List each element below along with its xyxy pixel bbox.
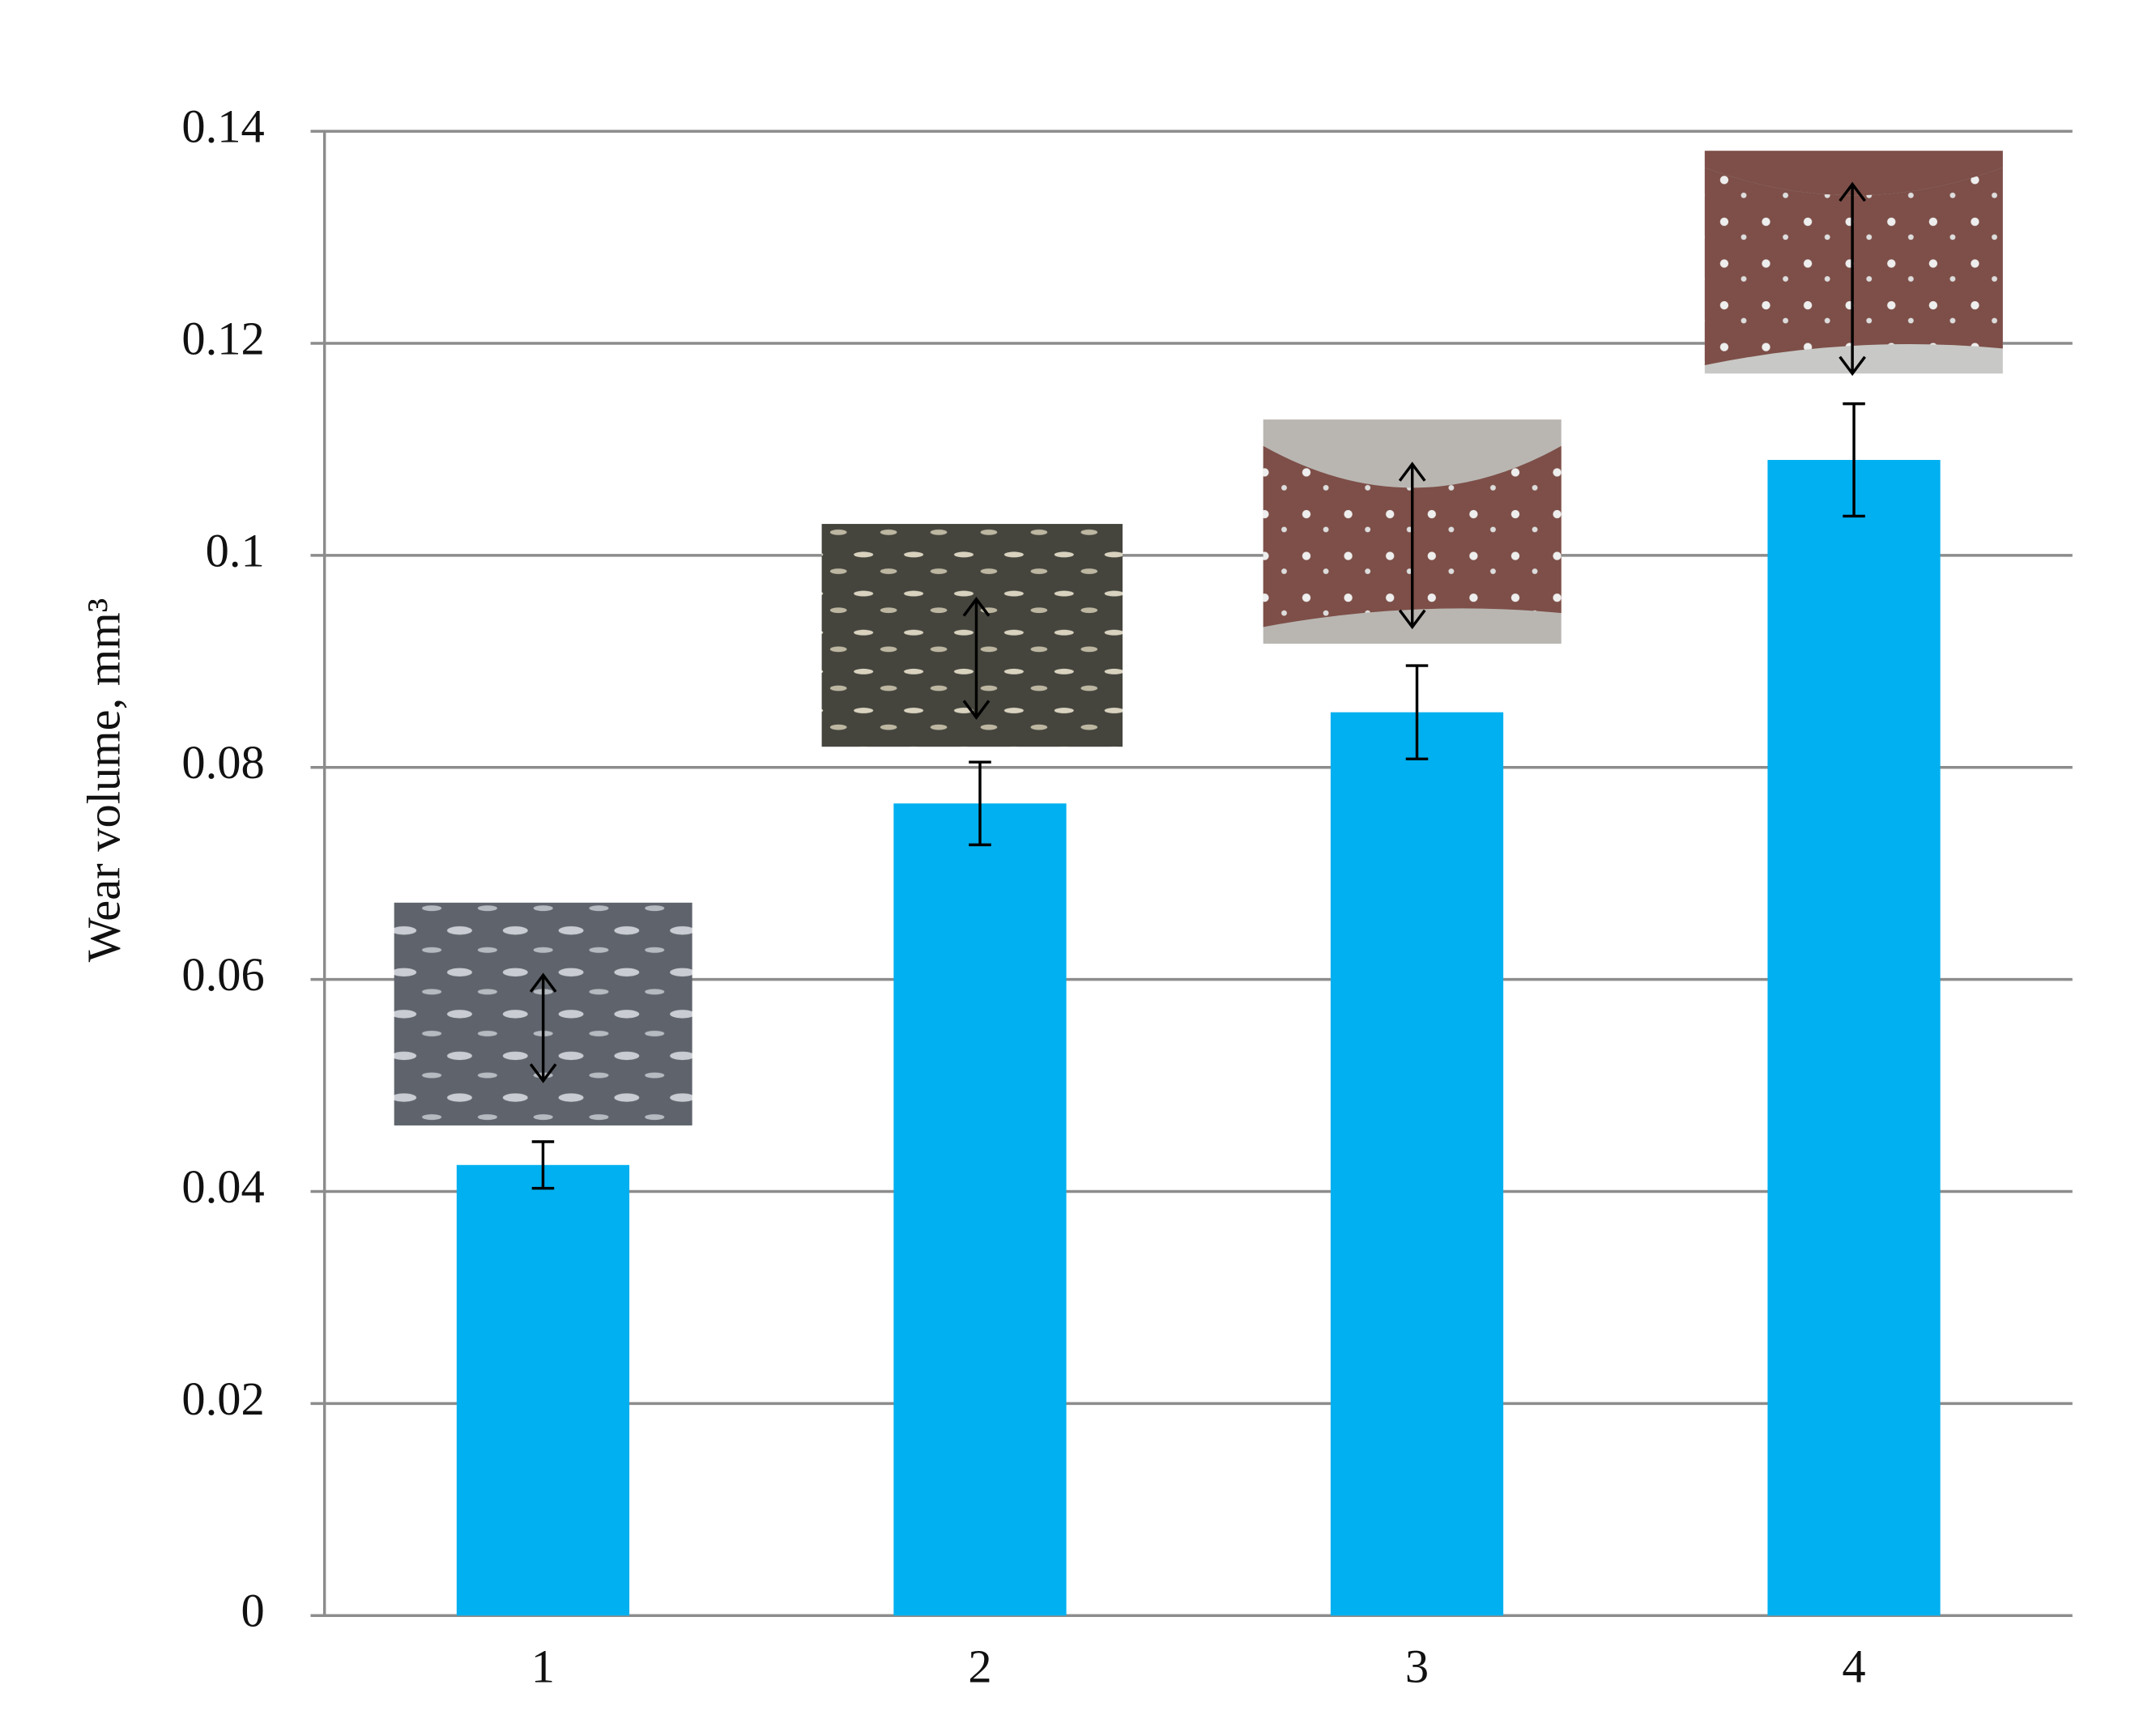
error-bar	[1843, 402, 1865, 518]
error-bar	[531, 1140, 555, 1190]
y-tick-label: 0.06	[181, 948, 264, 1001]
y-tick-label: 0.1	[206, 524, 265, 577]
bar	[1767, 460, 1941, 1616]
y-tick-label: 0.04	[181, 1160, 264, 1213]
y-tick-label: 0.14	[181, 100, 264, 153]
micrograph	[394, 902, 692, 1125]
y-tick-label: 0.12	[181, 312, 264, 364]
error-bar	[969, 760, 991, 847]
y-tick-label: 0.02	[181, 1372, 264, 1425]
error-bar	[1405, 664, 1429, 761]
x-tick-label: 3	[1405, 1640, 1429, 1692]
y-axis-label: Wear volume, mm³	[78, 598, 130, 962]
micrograph	[1263, 419, 1562, 644]
x-tick-label: 4	[1842, 1640, 1865, 1692]
bar	[893, 803, 1067, 1616]
y-tick-label: 0	[241, 1585, 264, 1637]
micrograph	[1704, 151, 2003, 377]
y-tick-label: 0.08	[181, 736, 264, 789]
micrograph	[821, 524, 1123, 747]
x-tick-label: 1	[531, 1640, 555, 1692]
plot: 0 0.02 0.04 0.06 0.08 0.1 0.12 0.14 1 2 3 4	[181, 100, 2073, 1692]
bar	[456, 1164, 630, 1616]
bar	[1330, 712, 1504, 1616]
x-tick-label: 2	[968, 1640, 991, 1692]
